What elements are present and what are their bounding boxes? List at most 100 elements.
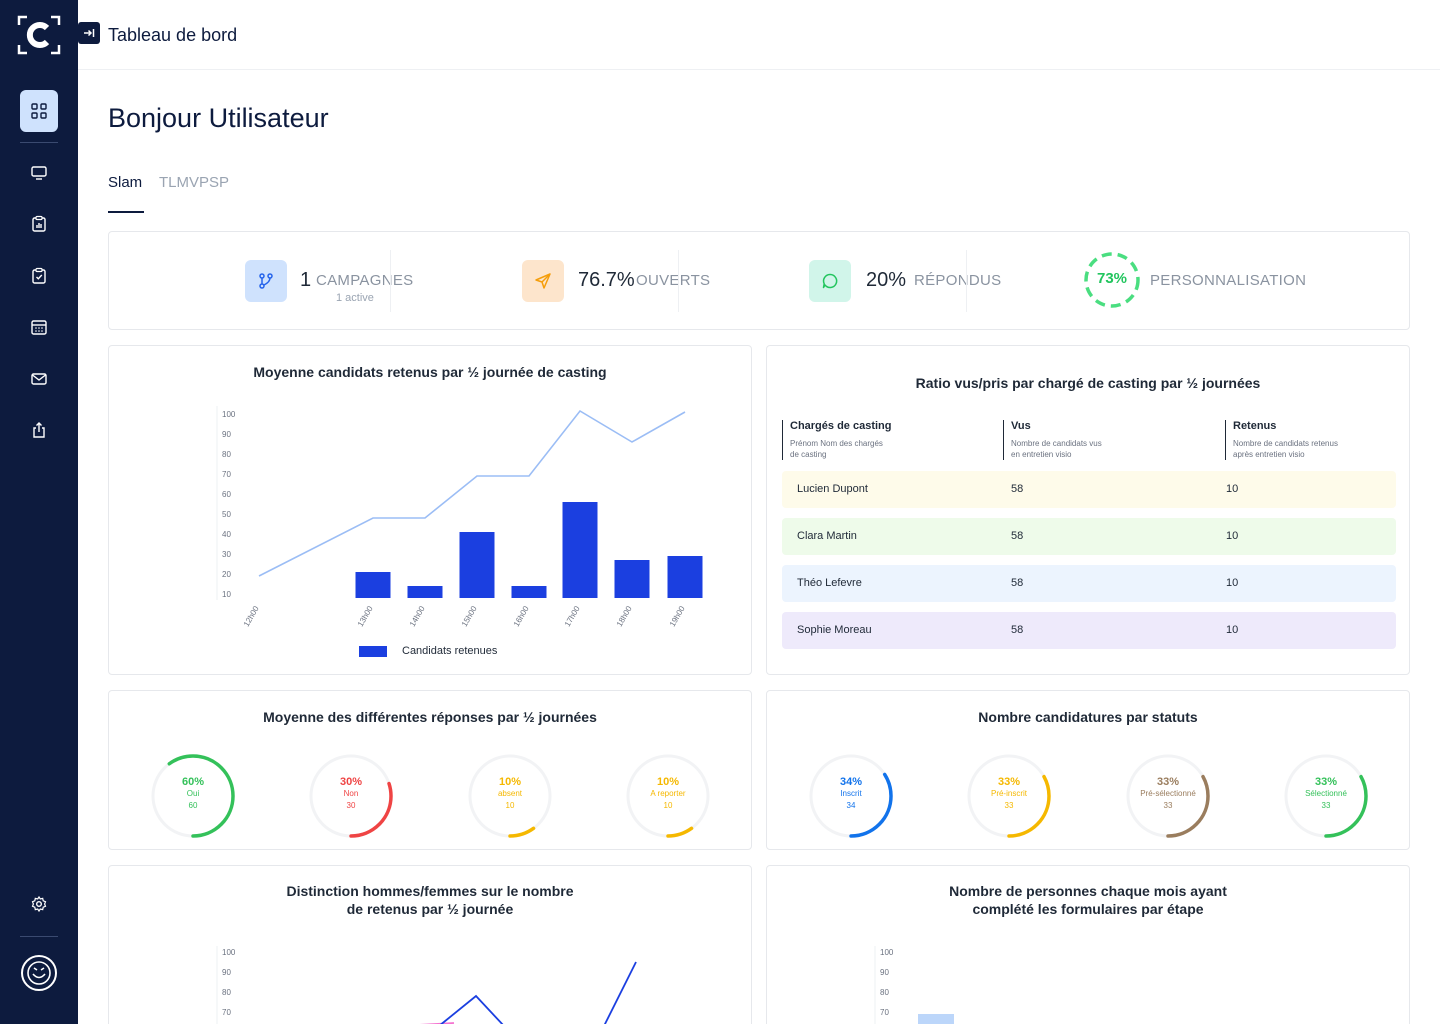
nav-mail[interactable] (20, 360, 58, 398)
donut-responses: 10% absent 10 (468, 754, 552, 838)
legend-label: Candidats retenues (402, 645, 498, 657)
x-tick-label: 18h00 (615, 604, 634, 628)
topbar: Tableau de bord (78, 0, 1440, 70)
x-tick-label: 12h00 (242, 604, 261, 628)
bar (459, 532, 495, 598)
table-row[interactable]: Clara Martin 58 10 (782, 518, 1396, 555)
y-tick-label: 50 (222, 510, 231, 519)
personalization-value: 73% (1096, 270, 1128, 287)
donut-label: A reporter (650, 789, 686, 798)
table-row[interactable]: Sophie Moreau 58 10 (782, 612, 1396, 649)
y-tick-label: 100 (880, 948, 894, 957)
nav-share[interactable] (20, 411, 58, 449)
y-tick-label: 90 (880, 968, 889, 977)
app-logo[interactable] (17, 15, 61, 55)
nav-monitor[interactable] (20, 154, 58, 192)
cell-retenus: 10 (1226, 624, 1239, 636)
campaigns-label: CAMPAGNES (316, 272, 414, 289)
x-tick-label: 16h00 (512, 604, 531, 628)
gender-line-chart: 100 90 80 70 (216, 946, 637, 1024)
send-icon (522, 260, 564, 302)
nav-tasks[interactable] (20, 257, 58, 295)
donut-count: 33 (1163, 801, 1173, 810)
bar (562, 502, 598, 598)
nav-dashboard[interactable] (20, 90, 58, 132)
chart4-title-line2: complété les formulaires par étape (972, 901, 1204, 917)
donut-label: Pré-inscrit (990, 789, 1027, 798)
clipboard-check-icon (32, 267, 46, 284)
y-tick-label: 80 (880, 988, 889, 997)
y-tick-label: 70 (880, 1008, 889, 1017)
table-row[interactable]: Lucien Dupont 58 10 (782, 471, 1396, 508)
chart-formulaires: Nombre de personnes chaque mois ayant co… (766, 865, 1410, 1024)
donut-count: 33 (1321, 801, 1331, 810)
series-line (258, 409, 686, 577)
donut-label: Sélectionné (1305, 789, 1347, 798)
personalization-label: PERSONNALISATION (1150, 272, 1307, 289)
column-header-charges: Chargés de casting Prénom Nom des chargé… (782, 420, 982, 460)
bar-line-chart: 100 90 80 70 60 50 40 30 20 10 12h00 13h00 14h00 15h0… (216, 406, 703, 628)
donut-count: 33 (1004, 801, 1014, 810)
personalization-gauge: 73% (1083, 251, 1141, 309)
clipboard-chart-icon (32, 215, 46, 232)
donut-percent: 10% (656, 776, 680, 788)
cell-retenus: 10 (1226, 577, 1239, 589)
x-tick-label: 13h00 (356, 604, 375, 628)
tab-active-indicator (108, 211, 144, 213)
tab-slam[interactable]: Slam (108, 174, 143, 191)
cell-vus: 58 (1011, 530, 1024, 542)
tab-tlmvpsp[interactable]: TLMVPSP (159, 174, 230, 191)
responses-card: Moyenne des différentes réponses par ½ j… (108, 690, 752, 850)
x-tick-label: 19h00 (668, 604, 687, 628)
donut-count: 60 (188, 801, 198, 810)
donut-label: Pré-sélectionné (1140, 789, 1196, 798)
grid-icon (31, 103, 47, 119)
table-row[interactable]: Théo Lefevre 58 10 (782, 565, 1396, 602)
nav-reports[interactable] (20, 205, 58, 243)
cell-retenus: 10 (1226, 483, 1239, 495)
x-tick-label: 14h00 (408, 604, 427, 628)
opened-label: OUVERTS (636, 272, 711, 289)
nav-calendar[interactable] (20, 308, 58, 346)
chat-icon (809, 260, 851, 302)
avatar[interactable] (21, 955, 57, 991)
nav-settings[interactable] (20, 885, 58, 923)
user-face-icon (27, 961, 51, 985)
chart-candidats-retenus: Moyenne candidats retenus par ½ journée … (108, 345, 752, 675)
forms-bar-chart: 100 90 80 70 (874, 946, 954, 1024)
greeting: Bonjour Utilisateur (108, 103, 329, 133)
y-tick-label: 30 (222, 550, 231, 559)
chart-title: Moyenne candidats retenus par ½ journée … (253, 364, 607, 380)
cell-name: Lucien Dupont (797, 483, 868, 495)
donut-responses: 10% A reporter 10 (626, 754, 710, 838)
cell-retenus: 10 (1226, 530, 1239, 542)
donut-count: 34 (846, 801, 856, 810)
cell-vus: 58 (1011, 577, 1024, 589)
donut-percent: 34% (839, 776, 863, 788)
cell-name: Sophie Moreau (797, 624, 872, 636)
bar (667, 556, 703, 598)
cell-vus: 58 (1011, 483, 1024, 495)
donut-percent: 33% (997, 776, 1021, 788)
bar (355, 572, 391, 598)
responded-label: RÉPONDUS (914, 272, 1002, 289)
monitor-icon (31, 166, 47, 180)
donut-label: absent (497, 789, 523, 798)
statuses-title: Nombre candidatures par statuts (978, 709, 1198, 725)
chart3-title-line1: Distinction hommes/femmes sur le nombre (286, 883, 574, 899)
collapse-sidebar-button[interactable] (78, 22, 100, 44)
sidebar (0, 0, 78, 1024)
bar (407, 586, 443, 598)
donut-percent: 33% (1156, 776, 1180, 788)
donut-count: 10 (663, 801, 673, 810)
donut-percent: 33% (1314, 776, 1338, 788)
y-tick-label: 80 (222, 450, 231, 459)
calendar-icon (31, 320, 47, 335)
donut-percent: 30% (339, 776, 363, 788)
legend-swatch (359, 646, 387, 657)
donut-statuses: 34% Inscrit 34 (809, 754, 893, 838)
responses-title: Moyenne des différentes réponses par ½ j… (263, 709, 597, 725)
table-ratio-card: Ratio vus/pris par chargé de casting par… (766, 345, 1410, 675)
column-header-vus: Vus Nombre de candidats vus en entretien … (1003, 420, 1203, 460)
donut-label: Non (343, 789, 359, 798)
